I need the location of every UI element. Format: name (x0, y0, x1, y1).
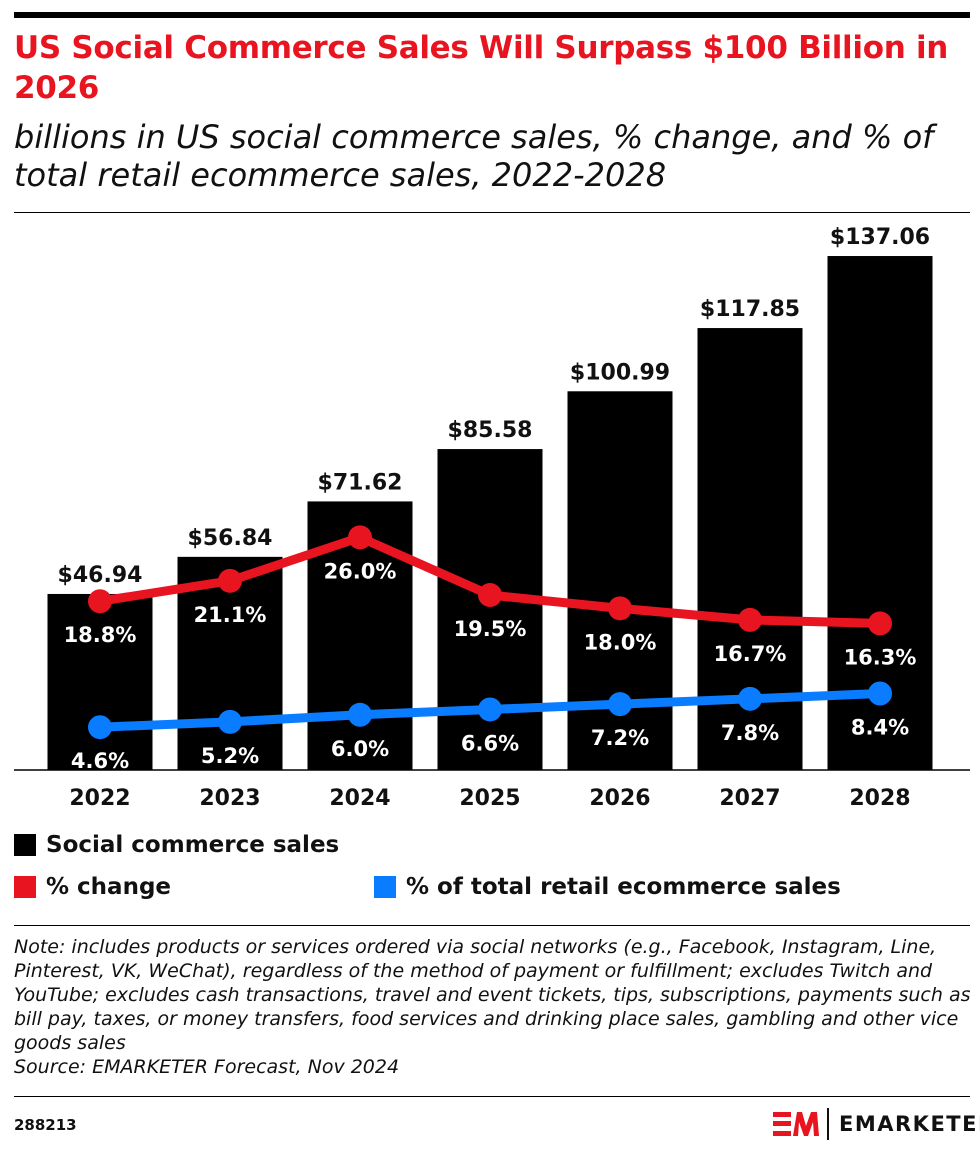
data-point (738, 686, 762, 711)
legend-item-share: % of total retail ecommerce sales (374, 874, 841, 900)
x-tick-label: 2025 (459, 786, 520, 811)
bar-value-label: $100.99 (570, 360, 670, 385)
legend-item-sales: Social commerce sales (14, 832, 339, 858)
data-point (608, 692, 632, 717)
em-logo-icon (773, 1112, 819, 1136)
bar (437, 449, 543, 770)
legend-item-change: % change (14, 874, 171, 900)
x-tick-label: 2023 (199, 786, 260, 811)
x-tick-label: 2022 (69, 786, 130, 811)
point-label: 16.3% (844, 645, 917, 669)
point-label: 21.1% (194, 603, 267, 627)
data-point (348, 702, 372, 727)
legend-label: Social commerce sales (46, 832, 340, 858)
data-point (478, 583, 502, 608)
legend-label: % of total retail ecommerce sales (406, 874, 841, 900)
divider (14, 925, 970, 926)
bar-value-label: $46.94 (58, 563, 143, 588)
legend-swatch (374, 876, 396, 898)
logo-text: EMARKETER (839, 1112, 980, 1136)
chart-title: US Social Commerce Sales Will Surpass $1… (14, 30, 949, 106)
bar-value-label: $117.85 (700, 297, 800, 322)
divider (14, 212, 970, 213)
point-label: 18.0% (584, 630, 657, 654)
point-label: 7.8% (721, 721, 779, 745)
logo-divider (827, 1108, 829, 1140)
chart-subtitle: billions in US social commerce sales, % … (14, 118, 934, 194)
source-text: Source: EMARKETER Forecast, Nov 2024 (14, 1056, 400, 1078)
legend-swatch (14, 834, 36, 856)
bar-value-label: $85.58 (448, 418, 533, 443)
data-point (348, 525, 372, 550)
data-point (218, 709, 242, 734)
x-tick-label: 2024 (329, 786, 390, 811)
data-point (738, 607, 762, 632)
data-point (608, 596, 632, 621)
bar (47, 593, 153, 770)
data-point (868, 611, 892, 636)
x-tick-label: 2027 (719, 786, 780, 811)
chart-id: 288213 (14, 1116, 77, 1134)
point-label: 8.4% (851, 715, 909, 739)
legend-label: % change (46, 874, 172, 900)
data-point (868, 681, 892, 706)
note-text: Note: includes products or services orde… (14, 936, 971, 1054)
data-point (88, 589, 112, 614)
point-label: 16.7% (714, 642, 787, 666)
point-label: 6.0% (331, 737, 389, 761)
point-label: 26.0% (324, 559, 397, 583)
emarketer-logo: EMARKETER (773, 1108, 980, 1140)
bar-value-label: $137.06 (830, 225, 930, 250)
top-bar (14, 12, 970, 18)
data-point (88, 715, 112, 740)
chart-area: $46.94 2022 $56.84 2023 $71.62 2024 $85.58 2025… (14, 225, 970, 811)
data-point (218, 568, 242, 593)
x-tick-label: 2026 (589, 786, 650, 811)
point-label: 18.8% (64, 623, 137, 647)
x-tick-label: 2028 (849, 786, 910, 811)
divider (14, 1096, 970, 1097)
legend-swatch (14, 876, 36, 898)
note-block: Note: includes products or services orde… (14, 935, 974, 1079)
point-label: 5.2% (201, 744, 259, 768)
point-label: 6.6% (461, 731, 519, 755)
data-point (478, 697, 502, 722)
bar-value-label: $71.62 (318, 470, 403, 495)
point-label: 4.6% (71, 749, 129, 773)
point-label: 19.5% (454, 617, 527, 641)
bar-value-label: $56.84 (188, 526, 273, 551)
point-label: 7.2% (591, 726, 649, 750)
